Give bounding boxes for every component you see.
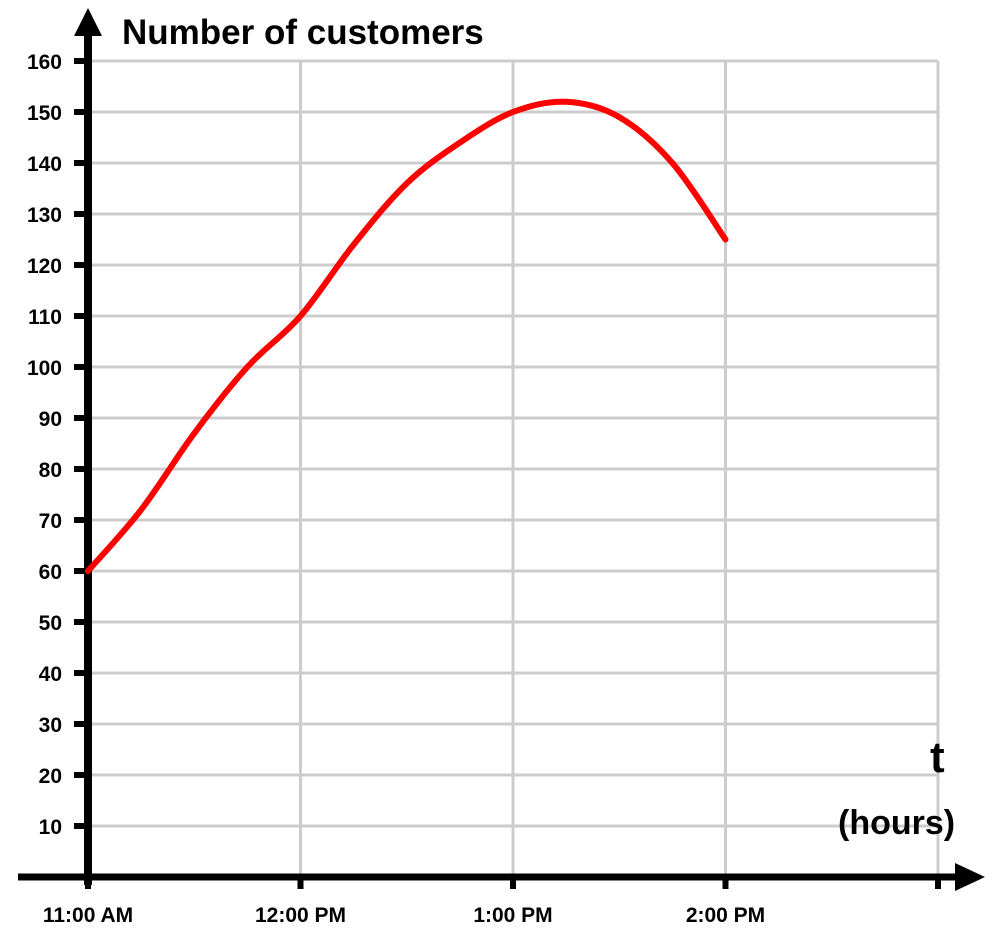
y-tick-label: 60	[39, 561, 62, 584]
y-tick-label: 80	[39, 459, 62, 482]
y-axis-ticks: 10 20 30 40 50 60 70 80 90 100 110 120 130 140 150 160	[27, 51, 88, 839]
y-tick-label: 90	[39, 408, 62, 431]
y-tick-label: 50	[39, 612, 62, 635]
x-tick-label: 11:00 AM	[43, 904, 133, 927]
x-tick-label: 2:00 PM	[686, 904, 765, 927]
x-tick-label: 12:00 PM	[255, 904, 346, 927]
y-axis-arrow	[74, 8, 102, 36]
y-tick-label: 130	[27, 204, 62, 227]
y-tick-label: 10	[39, 816, 62, 839]
horizontal-gridlines	[88, 59, 938, 828]
x-axis-arrow	[955, 863, 985, 891]
y-tick-label: 140	[27, 153, 62, 176]
x-axis-symbol: t	[930, 733, 945, 782]
y-tick-label: 40	[39, 663, 62, 686]
x-tick-label: 1:00 PM	[473, 904, 552, 927]
x-axis-unit: (hours)	[838, 804, 955, 842]
y-tick-label: 120	[27, 255, 62, 278]
y-tick-label: 70	[39, 510, 62, 533]
y-tick-label: 150	[27, 102, 62, 125]
y-axis-title: Number of customers	[122, 13, 484, 52]
y-tick-label: 160	[27, 51, 62, 74]
series-line-customers	[85, 98, 729, 574]
x-axis-ticks: 11:00 AM 12:00 PM 1:00 PM 2:00 PM	[43, 874, 941, 927]
y-tick-label: 110	[28, 306, 62, 329]
y-tick-label: 30	[39, 714, 62, 737]
y-tick-label: 100	[27, 357, 62, 380]
y-tick-label: 20	[39, 765, 62, 788]
